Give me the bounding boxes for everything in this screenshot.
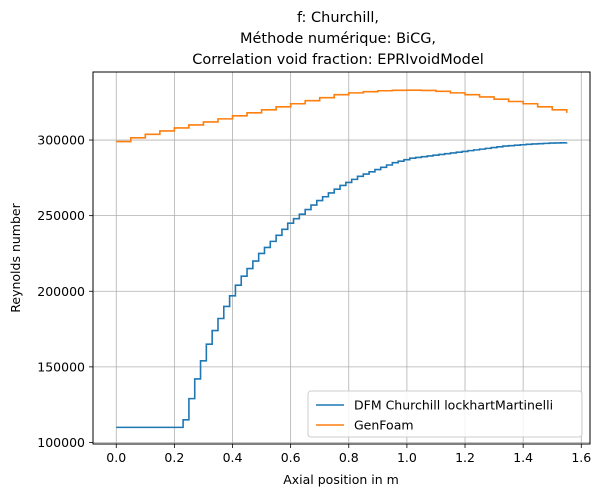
series-line-dfm [116, 141, 568, 429]
grid [93, 72, 590, 444]
x-tick-label: 1.0 [397, 450, 417, 465]
legend: DFM Churchill lockhartMartinelli GenFoam [307, 390, 583, 438]
title-line-2: Méthode numérique: BiCG, [240, 31, 436, 47]
x-tick-label: 0.8 [339, 450, 359, 465]
y-tick-label: 250000 [37, 208, 85, 223]
x-axis-label: Axial position in m [283, 472, 399, 487]
y-tick-label: 100000 [37, 435, 85, 450]
legend-label-dfm: DFM Churchill lockhartMartinelli [354, 398, 553, 413]
x-tick-label: 1.2 [455, 450, 475, 465]
x-tick-label: 0.0 [106, 450, 126, 465]
x-tick-label: 0.4 [223, 450, 243, 465]
series-layer [116, 89, 568, 429]
x-tick-label: 1.4 [513, 450, 533, 465]
y-tick-label: 150000 [37, 359, 85, 374]
x-tick-label: 0.2 [164, 450, 184, 465]
legend-label-genfoam: GenFoam [354, 418, 414, 433]
legend-box [307, 390, 583, 438]
x-tick-label: 1.6 [571, 450, 591, 465]
y-tick-label: 200000 [37, 284, 85, 299]
plot-frame [92, 71, 591, 445]
title-line-3: Correlation void fraction: EPRIvoidModel [192, 52, 484, 68]
x-tick-label: 0.6 [281, 450, 301, 465]
x-axis: 0.0 0.2 0.4 0.6 0.8 1.0 1.2 1.4 1.6 [106, 444, 591, 465]
title-line-1: f: Churchill, [297, 10, 379, 26]
series-line-genfoam [116, 89, 568, 143]
chart-title: f: Churchill, Méthode numérique: BiCG, C… [192, 10, 484, 68]
y-axis-label: Reynolds number [8, 202, 23, 312]
y-tick-label: 300000 [37, 133, 85, 148]
y-axis: 100000 150000 200000 250000 300000 [37, 133, 93, 450]
